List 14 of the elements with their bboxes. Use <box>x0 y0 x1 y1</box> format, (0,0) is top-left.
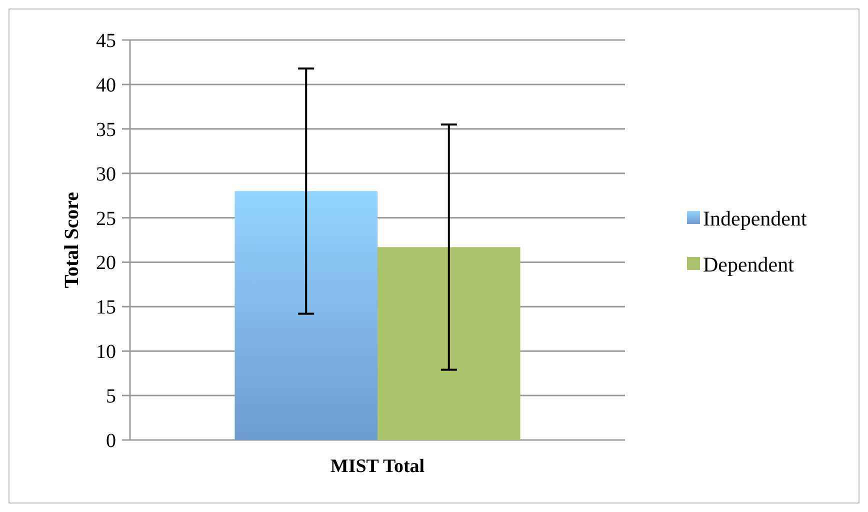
legend-label: Independent <box>703 206 807 230</box>
y-tick-label: 15 <box>96 296 116 319</box>
y-tick-label: 0 <box>106 430 116 452</box>
y-tick-label: 25 <box>96 208 116 230</box>
y-tick-label: 10 <box>96 341 116 364</box>
y-tick-label: 45 <box>96 30 116 52</box>
y-tick-label: 35 <box>96 118 116 141</box>
y-tick-label: 20 <box>96 252 116 274</box>
y-tick-label: 40 <box>96 74 116 96</box>
y-axis-title: Total Score <box>61 192 83 288</box>
legend-label: Dependent <box>703 252 794 276</box>
y-tick-label: 5 <box>106 386 116 408</box>
y-tick-label: 30 <box>96 163 116 186</box>
x-tick-label: MIST Total <box>330 456 425 477</box>
